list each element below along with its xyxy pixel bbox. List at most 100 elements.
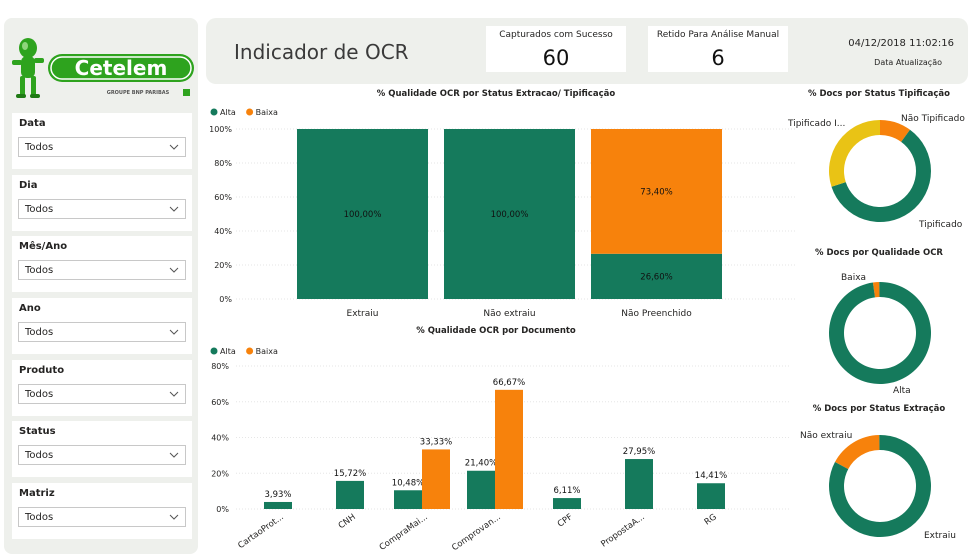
cetelem-logo: Cetelem GROUPE BNP PARIBAS [8,32,198,102]
page-title: Indicador de OCR [234,40,409,64]
update-label: Data Atualização [874,58,942,67]
data-label: 73,40% [640,187,672,197]
filter-panel: Cetelem GROUPE BNP PARIBAS Data Todos Dia T… [4,18,198,554]
x-tick-label: CNH [337,512,358,531]
y-tick-label: 80% [211,362,229,371]
filter-value: Todos [25,204,54,215]
bar-alta [297,129,428,299]
update-datetime: 04/12/2018 11:02:16 [848,38,954,49]
chart-title: % Docs por Qualidade OCR [815,248,943,258]
filter-label: Status [19,426,56,437]
legend-label: Baixa [256,347,278,356]
filter-4: Ano Todos [12,298,192,354]
donut-slice [831,129,931,223]
donut-slice [880,120,910,142]
legend-label: Alta [220,108,236,117]
y-tick-label: 0% [219,295,232,304]
chevron-down-icon [169,267,179,273]
filter-label: Mês/Ano [19,241,68,252]
donut-slice [872,282,880,298]
bar-baixa [495,389,523,509]
filter-3: Mês/Ano Todos [12,236,192,292]
filter-6: Status Todos [12,421,192,477]
y-tick-label: 0% [216,505,229,514]
data-label: 26,60% [640,272,672,282]
filter-7: Matriz Todos [12,483,192,539]
bar-alta [336,480,364,509]
y-tick-label: 60% [211,398,229,407]
filter-5: Produto Todos [12,360,192,416]
chart-title: % Qualidade OCR por Documento [416,326,576,336]
x-tick-label: Não Preenchido [621,309,692,319]
filter-dropdown[interactable]: Todos [18,260,186,280]
x-tick-label: Não extraiu [483,309,535,319]
filter-value: Todos [25,512,54,523]
filter-dropdown[interactable]: Todos [18,137,186,157]
filter-label: Ano [19,303,41,314]
y-tick-label: 60% [214,193,232,202]
legend-label: Alta [220,347,236,356]
slice-label: Extraiu [924,531,956,541]
y-tick-label: 40% [214,227,232,236]
chart-title: % Docs por Status Extração [813,404,946,414]
captured-label: Capturados com Sucesso [499,30,613,40]
legend-label: Baixa [256,108,278,117]
slice-label: Baixa [841,273,866,283]
slice-label: Tipificado [918,220,963,230]
filter-value: Todos [25,450,54,461]
data-label: 66,67% [493,378,525,388]
filter-dropdown[interactable]: Todos [18,322,186,342]
legend-dot [210,347,218,355]
mascot-icon [12,38,44,98]
chevron-down-icon [169,452,179,458]
data-label: 33,33% [420,437,452,447]
data-label: 3,93% [264,490,291,500]
data-label: 14,41% [695,471,727,481]
data-label: 10,48% [392,478,424,488]
bar-baixa [422,449,450,509]
filter-dropdown[interactable]: Todos [18,199,186,219]
legend-dot [210,108,218,116]
filter-value: Todos [25,389,54,400]
x-tick-label: PropostaA... [599,512,646,549]
y-tick-label: 100% [209,125,232,134]
donut-slice [828,120,880,187]
y-tick-label: 20% [214,261,232,270]
captured-card: Capturados com Sucesso 60 [486,26,626,72]
data-label: 100,00% [344,210,382,220]
filter-label: Dia [19,180,38,191]
chevron-down-icon [169,144,179,150]
legend-dot [246,347,254,355]
slice-label: Não extraiu [800,431,852,441]
donut-slice [829,435,931,538]
filter-value: Todos [25,327,54,338]
y-tick-label: 40% [211,434,229,443]
filter-dropdown[interactable]: Todos [18,384,186,404]
filter-dropdown[interactable]: Todos [18,507,186,527]
x-tick-label: CartaoProt... [236,512,285,551]
bar-alta [264,501,292,509]
filter-dropdown[interactable]: Todos [18,445,186,465]
bar-alta [625,459,653,509]
bar-alta [444,129,575,299]
captured-value: 60 [542,46,570,70]
filter-label: Produto [19,365,65,376]
bar-alta [697,483,725,509]
filter-label: Matriz [19,488,55,499]
chart-title: % Docs por Status Tipificação [808,89,950,99]
x-tick-label: Comprovan... [450,512,502,553]
bar-baixa [591,129,722,254]
brand-text: Cetelem [75,56,168,80]
data-label: 6,11% [553,486,580,496]
y-tick-label: 20% [211,469,229,478]
retained-card: Retido Para Análise Manual 6 [648,26,788,72]
data-label: 100,00% [491,210,529,220]
chart-title: % Qualidade OCR por Status Extracao/ Tip… [377,89,616,99]
retained-label: Retido Para Análise Manual [656,30,780,40]
chevron-down-icon [169,206,179,212]
bar-alta [394,490,422,509]
filter-value: Todos [25,142,54,153]
x-tick-label: CompraMai... [378,512,430,553]
data-label: 21,40% [465,459,497,469]
